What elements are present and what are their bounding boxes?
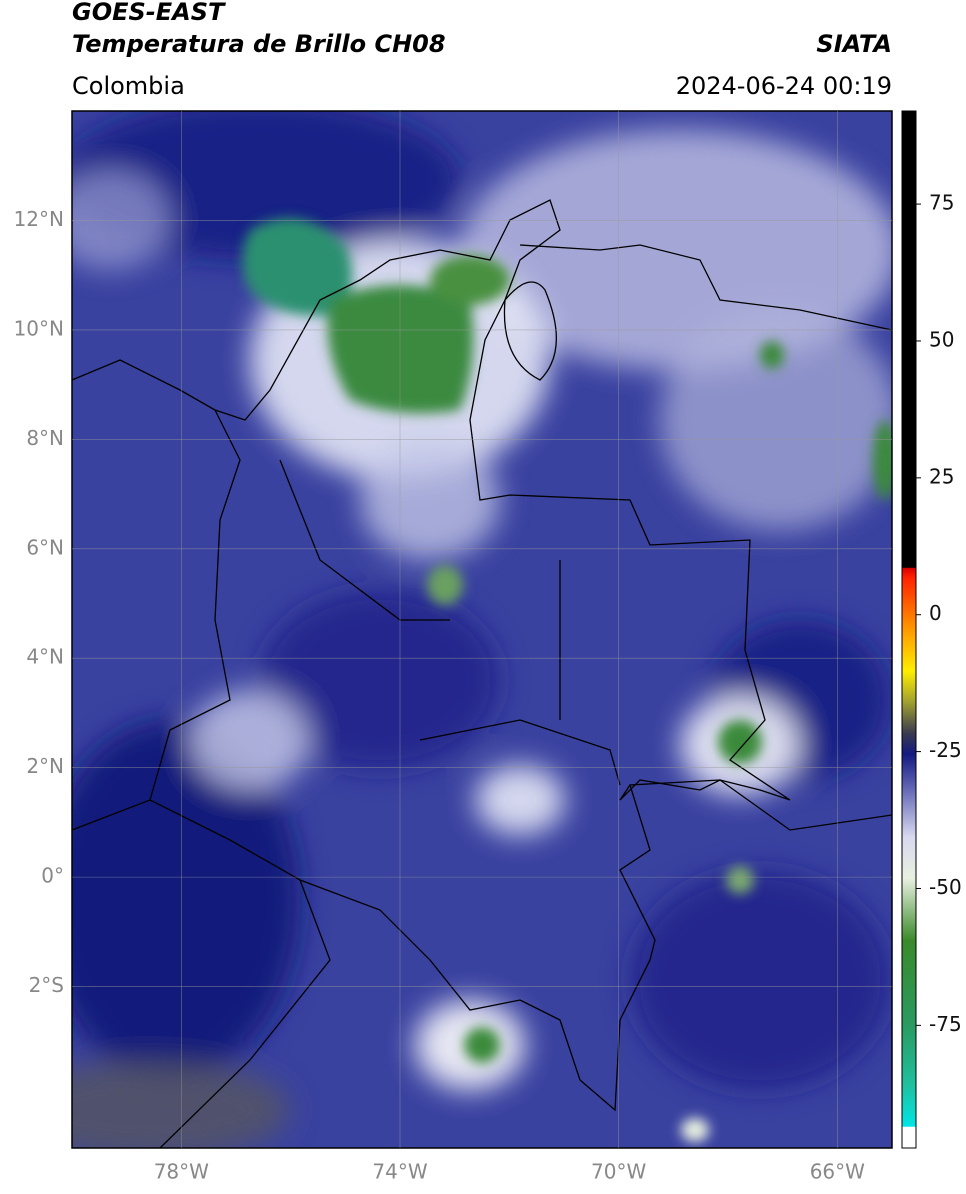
lat-tick-label: 2°N: [26, 754, 64, 778]
colorbar: [902, 111, 916, 1148]
map-frame: [71, 110, 893, 1149]
colorbar-tick-label: 75: [929, 191, 954, 215]
source: SIATA: [816, 30, 892, 58]
colorbar-tick-label: 25: [929, 464, 954, 488]
colorbar-tick-label: -75: [929, 1012, 962, 1036]
lat-tick-label: 4°N: [26, 645, 64, 669]
colorbar-tick-label: 0: [929, 601, 942, 625]
colorbar-tick-label: 50: [929, 327, 954, 351]
lat-tick-label: 8°N: [26, 426, 64, 450]
lon-tick-label: 74°W: [372, 1160, 427, 1184]
lon-tick-label: 66°W: [810, 1160, 865, 1184]
datetime: 2024-06-24 00:19: [676, 72, 892, 100]
lat-tick-label: 6°N: [26, 535, 64, 559]
lon-tick-label: 70°W: [591, 1160, 646, 1184]
lat-tick-label: 2°S: [29, 973, 64, 997]
lat-tick-label: 0°: [41, 864, 64, 888]
region: Colombia: [72, 72, 185, 100]
lat-tick-label: 10°N: [14, 316, 64, 340]
lon-tick-label: 78°W: [154, 1160, 209, 1184]
colorbar-frame: [901, 110, 917, 1149]
colorbar-tick-label: -25: [929, 738, 962, 762]
colorbar-tick-label: -50: [929, 875, 962, 899]
title: GOES-EAST: [72, 0, 226, 26]
subtitle: Temperatura de Brillo CH08: [72, 30, 446, 58]
lat-tick-label: 12°N: [14, 207, 64, 231]
satellite-image: [72, 111, 892, 1148]
